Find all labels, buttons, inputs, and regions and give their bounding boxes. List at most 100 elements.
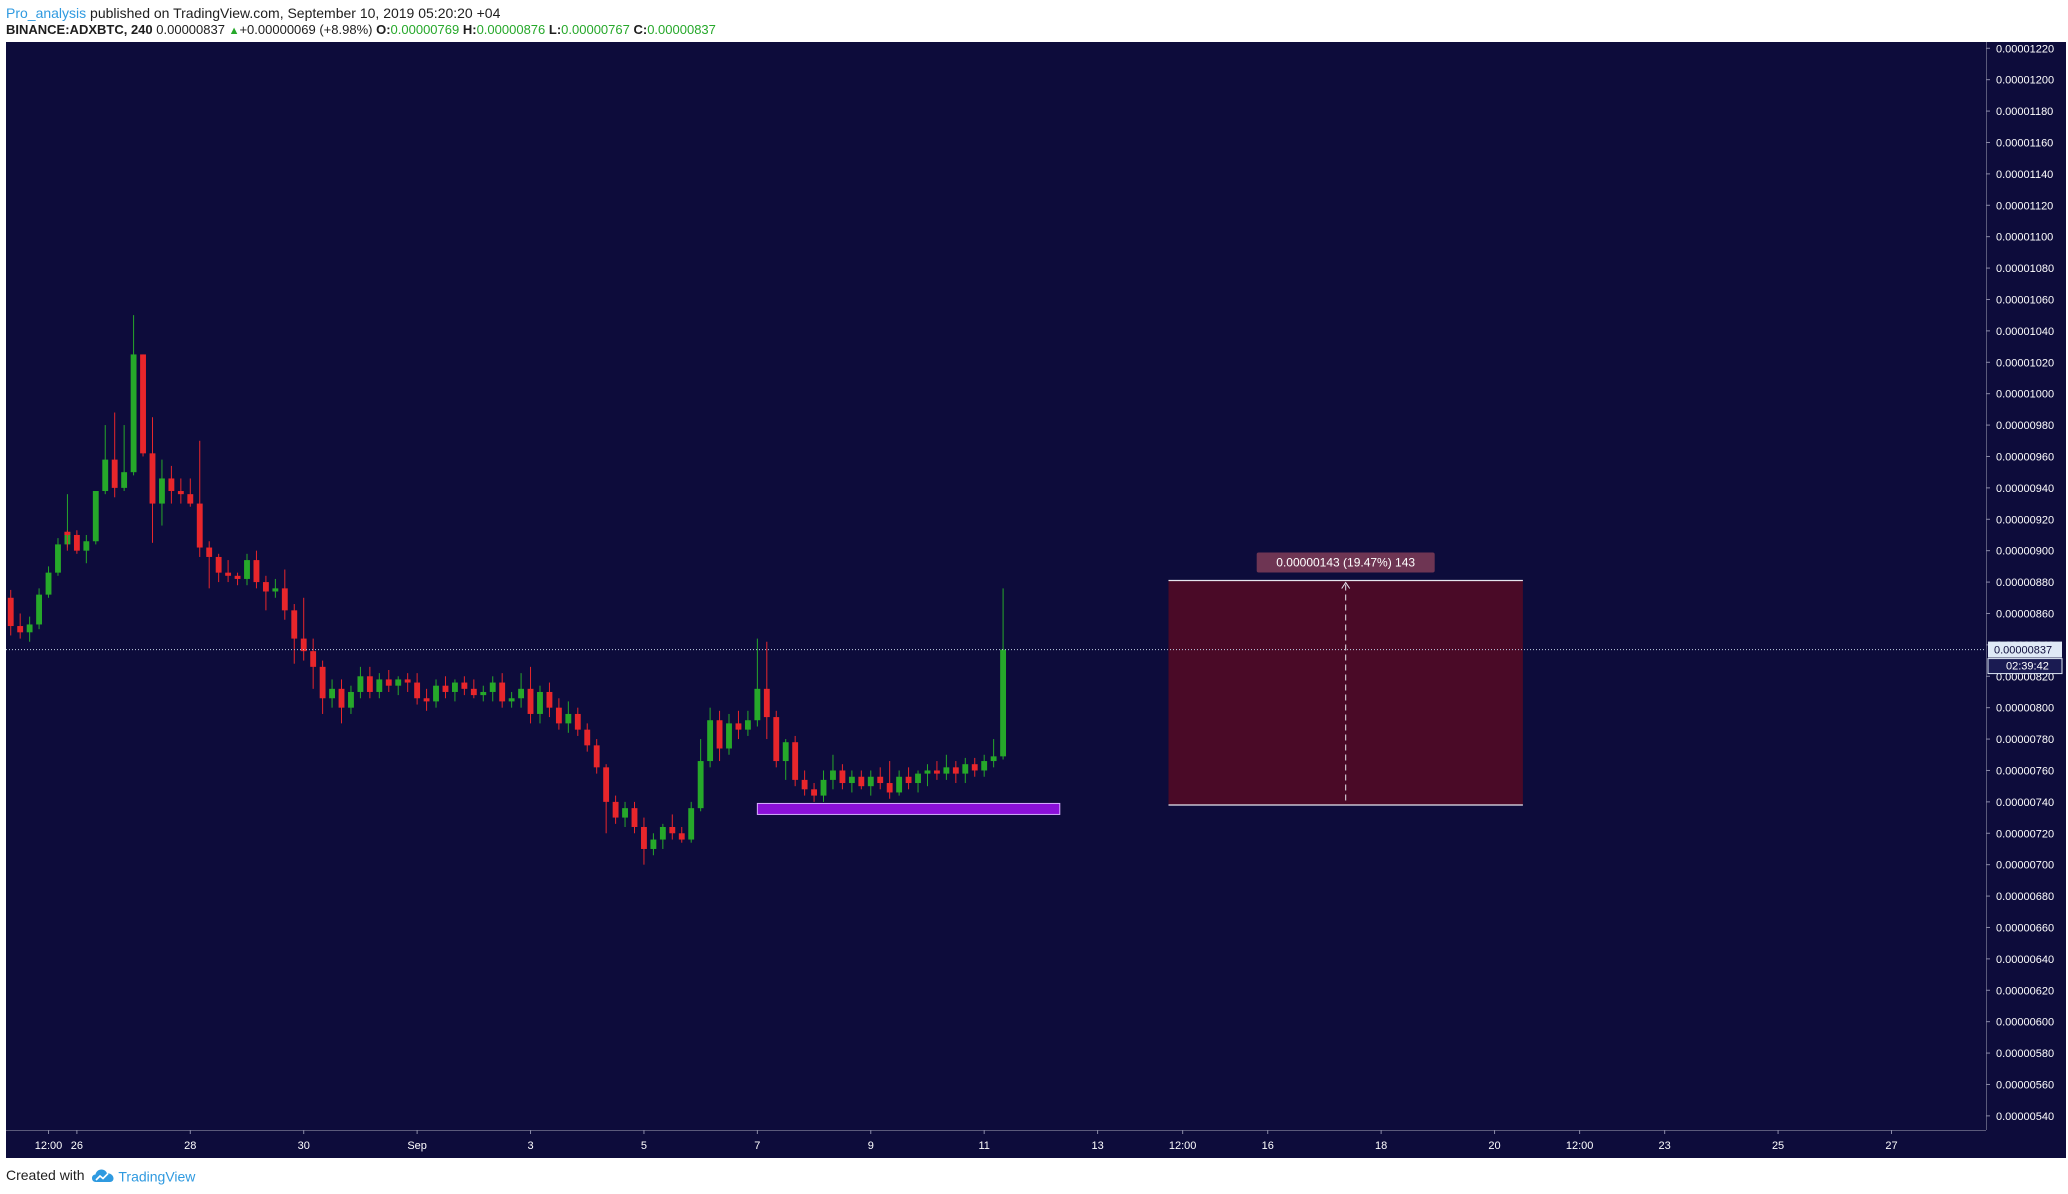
candle [678, 826, 685, 843]
candle [310, 638, 317, 689]
candle [792, 735, 799, 787]
candle [338, 679, 345, 724]
candle-body [934, 770, 940, 774]
candle [763, 641, 770, 740]
candle-body [508, 698, 515, 702]
candle [641, 817, 647, 865]
candle [36, 588, 43, 630]
candle [990, 739, 997, 768]
candle-body [622, 808, 628, 818]
candle [744, 710, 751, 736]
candle [281, 569, 288, 620]
price-tick-label: 0.00000720 [1996, 828, 2054, 840]
time-tick-label: 16 [1262, 1140, 1274, 1152]
price-tick-label: 0.00000920 [1996, 514, 2054, 526]
candle [839, 764, 846, 790]
open-value: 0.00000769 [390, 22, 460, 37]
price-tick-label: 0.00000680 [1996, 891, 2054, 903]
time-tick-label: Sep [407, 1140, 427, 1152]
price-tick-label: 0.00000880 [1996, 577, 2054, 589]
candle-body [111, 459, 118, 488]
candle [442, 676, 449, 699]
candle-body [253, 560, 260, 583]
candle [801, 770, 808, 796]
candle [527, 666, 534, 724]
candle [650, 833, 657, 856]
candle [319, 660, 326, 714]
price-tick-label: 0.00001180 [1996, 106, 2053, 118]
candle [73, 530, 80, 554]
candle-body [225, 572, 232, 576]
candle-body [376, 679, 383, 692]
current-price-label: 0.00000837 [1994, 645, 2052, 657]
candle-body [555, 707, 562, 724]
candle [574, 707, 581, 736]
time-tick-label: 12:00 [35, 1140, 63, 1152]
candle [272, 578, 279, 598]
candle-body [83, 541, 90, 551]
candle-body [300, 638, 307, 652]
candle-body [763, 688, 770, 718]
candle [45, 566, 52, 598]
candle [886, 761, 893, 799]
candle-body [962, 764, 969, 774]
candle-body [45, 572, 52, 595]
time-tick-label: 9 [868, 1140, 874, 1152]
candle-body [782, 742, 789, 762]
candle-body [319, 666, 326, 699]
time-tick-label: 7 [754, 1140, 760, 1152]
time-tick-label: 11 [978, 1140, 989, 1152]
price-tick-label: 0.00000900 [1996, 546, 2054, 558]
candle-body [896, 776, 903, 793]
publish-info: published on TradingView.com, September … [86, 5, 501, 21]
candle [196, 440, 203, 557]
tradingview-brand[interactable]: TradingView [118, 1168, 196, 1185]
candle [461, 676, 468, 696]
candle [565, 701, 572, 733]
candle [971, 757, 978, 777]
candle [159, 459, 165, 526]
candle-body [735, 723, 742, 730]
candle-body [952, 767, 959, 774]
candle-body [366, 676, 373, 692]
candle [376, 673, 383, 699]
candle [55, 538, 61, 576]
candle [244, 553, 250, 586]
time-tick-label: 23 [1659, 1140, 1671, 1152]
candle-body [754, 688, 761, 721]
created-with-text: Created with [6, 1167, 85, 1183]
candle-body [678, 833, 685, 840]
candle [357, 666, 364, 699]
author-link[interactable]: Pro_analysis [6, 5, 87, 21]
price-tick-label: 0.00000560 [1996, 1079, 2054, 1091]
candle-body [773, 717, 780, 762]
candle [111, 412, 118, 498]
candle-body [451, 682, 458, 692]
candle [584, 723, 591, 752]
candle [92, 491, 99, 545]
candle [102, 425, 109, 495]
candle-body [593, 745, 600, 768]
countdown-label: 02:39:42 [2006, 661, 2049, 673]
time-tick-label: 5 [641, 1140, 647, 1152]
candle-body [830, 770, 836, 780]
candle [848, 770, 855, 793]
low-value: 0.00000767 [561, 22, 630, 37]
candle-body [744, 720, 751, 730]
candle-body [1000, 649, 1007, 757]
candle-body [801, 779, 808, 790]
candle-body [943, 767, 950, 774]
arrow-up-icon [1341, 581, 1351, 589]
candle-body [423, 698, 430, 702]
candle [669, 814, 676, 840]
candle-body [196, 503, 203, 548]
candle-body [187, 494, 194, 504]
candle [149, 417, 156, 543]
plot-area [6, 42, 1986, 1130]
candle [688, 801, 695, 843]
price-tick-label: 0.00001020 [1996, 357, 2054, 369]
price-tick-label: 0.00001160 [1996, 137, 2053, 149]
candle [300, 597, 307, 661]
candle [395, 676, 402, 696]
